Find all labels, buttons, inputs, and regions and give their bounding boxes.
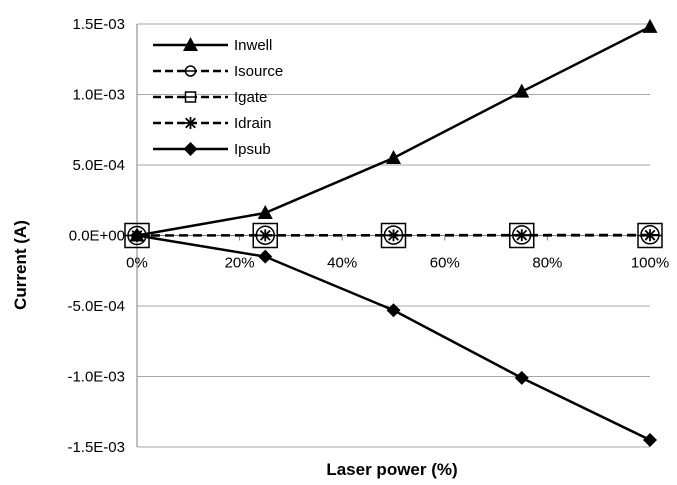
data-point <box>386 303 401 318</box>
legend-entry: Idrain <box>153 115 272 132</box>
series-line-inwell <box>136 25 651 237</box>
legend-label: Ipsub <box>234 141 271 158</box>
x-tick-label: 20% <box>225 255 255 272</box>
series-group <box>124 18 663 447</box>
y-tick-label: 1.5E-03 <box>72 16 125 33</box>
data-point <box>130 228 144 243</box>
diamond-marker-shape <box>643 432 657 447</box>
triangle-marker-shape <box>183 37 198 51</box>
diamond-marker-shape <box>386 303 401 318</box>
star-marker-stroke <box>259 229 271 241</box>
triangle-marker-shape <box>386 149 401 164</box>
x-axis-label: Laser power (%) <box>326 460 457 479</box>
y-tick-label: 1.0E-03 <box>72 87 125 104</box>
data-point <box>258 249 273 264</box>
x-tick-label: 100% <box>631 255 669 272</box>
x-tick-label: 60% <box>430 255 460 272</box>
x-tick-label: 0% <box>126 255 148 272</box>
triangle-marker-shape <box>257 204 273 219</box>
x-tick-label: 40% <box>327 255 357 272</box>
x-tick-labels: 0% 20% 40% 60% 80% 100% <box>126 255 669 272</box>
data-point <box>643 432 657 447</box>
data-point <box>514 370 529 385</box>
legend-entry: Inwell <box>153 37 272 54</box>
data-point <box>514 83 530 98</box>
data-point <box>515 229 528 242</box>
diamond-marker-shape <box>130 228 144 243</box>
data-point <box>644 229 656 242</box>
x-tick-label: 80% <box>532 255 562 272</box>
series-line-ipsub <box>136 234 651 442</box>
legend-label: Isource <box>234 63 283 80</box>
legend-entry: Isource <box>153 63 283 80</box>
legend: Inwell Isource Igate Idrain Ipsub <box>153 37 283 158</box>
legend-label: Idrain <box>234 115 272 132</box>
legend-marker <box>184 91 197 103</box>
star-marker-stroke <box>644 229 656 241</box>
diamond-marker-shape <box>514 370 529 385</box>
legend-label: Igate <box>234 89 267 106</box>
legend-label: Inwell <box>234 37 272 54</box>
legend-marker <box>184 117 197 129</box>
legend-entry: Ipsub <box>153 141 271 158</box>
star-marker-stroke <box>388 229 399 241</box>
star-marker-stroke <box>185 117 196 129</box>
legend-marker <box>184 65 197 77</box>
gridlines <box>137 23 650 448</box>
triangle-marker-shape <box>514 83 530 98</box>
data-point <box>259 229 272 242</box>
diamond-marker-shape <box>258 249 273 264</box>
diamond-marker-shape <box>183 142 198 156</box>
y-tick-label: 0.0E+00 <box>69 228 125 245</box>
legend-entry: Igate <box>153 89 267 106</box>
legend-marker <box>183 37 198 51</box>
y-tick-label: -5.0E-04 <box>67 298 125 315</box>
y-tick-label: 5.0E-04 <box>72 157 125 174</box>
y-tick-label: -1.5E-03 <box>67 439 125 456</box>
data-point <box>642 18 658 33</box>
y-tick-label: -1.0E-03 <box>67 369 125 386</box>
data-point <box>257 204 273 219</box>
legend-marker <box>183 142 198 156</box>
y-axis-label: Current (A) <box>11 220 30 310</box>
triangle-marker-shape <box>642 18 658 33</box>
star-marker-stroke <box>516 229 528 241</box>
data-point <box>386 149 401 164</box>
data-point <box>387 229 400 242</box>
y-tick-labels: 1.5E-03 1.0E-03 5.0E-04 0.0E+00 -5.0E-04 -1.0… <box>67 16 125 456</box>
